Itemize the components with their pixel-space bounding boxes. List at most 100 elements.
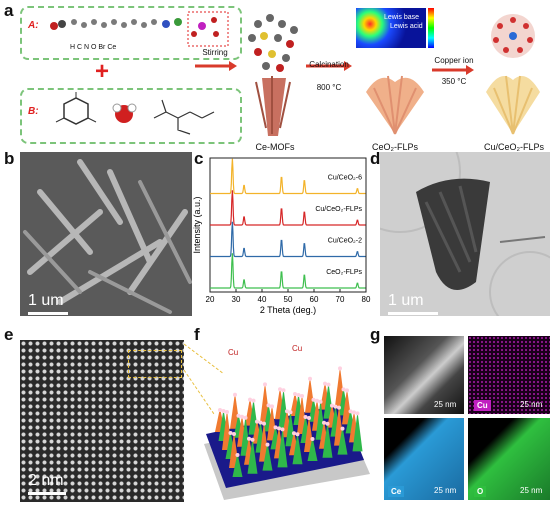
step-copper-line2: 350 °C <box>441 77 467 86</box>
intensity-spike-tip <box>323 381 327 386</box>
o-map-label: O <box>474 486 487 497</box>
step-copper: Copper ion 350 °C <box>426 56 482 86</box>
intensity-spike-tip <box>280 427 285 432</box>
scale-label-d: 1 um <box>388 292 424 309</box>
reagent-box-a <box>20 6 242 60</box>
step-calcination: Calcination 800 °C <box>300 60 358 92</box>
scale-bar-b <box>28 312 68 315</box>
intensity-spike-tip <box>285 409 289 414</box>
intensity-spike-tip <box>315 398 319 403</box>
intensity-spike-tip <box>345 388 349 393</box>
intensity-spike-tip <box>340 426 345 431</box>
intensity-spike-tip <box>243 415 248 420</box>
reagent-a-label: A: <box>28 20 39 31</box>
ce-mof-structure-icon <box>248 14 298 136</box>
intensity-spike-tip <box>296 393 301 397</box>
scale-label-g4: 25 nm <box>520 486 543 495</box>
intensity-spike-tip <box>266 403 271 408</box>
series-label: Cu/CeO₂-2 <box>328 237 362 244</box>
product-cu-ceo2-flps: Cu/CeO₂-FLPs <box>483 142 544 152</box>
intensity-spike-tip <box>265 442 270 447</box>
lewis-acid-label: Lewis acid <box>390 23 423 30</box>
intensity-spike-tip <box>307 416 311 420</box>
intensity-spike-tip <box>337 405 341 410</box>
intensity-spike-tip <box>218 408 222 412</box>
cu-label-2: Cu <box>292 344 303 353</box>
cu-map-label: Cu <box>474 400 491 411</box>
series-label: Cu/CeO₂-FLPs <box>315 206 362 213</box>
cu-ceo2-structure-icon <box>486 14 540 135</box>
scale-bar-d <box>388 312 438 315</box>
panel-label-e: e <box>4 325 14 344</box>
x-axis-label: 2 Theta (deg.) <box>260 305 316 315</box>
panel-label-d: d <box>370 149 381 168</box>
y-axis-label: Intensity (a.u.) <box>192 196 202 253</box>
arrow-copper-icon <box>432 65 474 75</box>
intensity-spike-tip <box>247 436 251 441</box>
haadf-stem-image <box>20 340 184 502</box>
xrd-series-line <box>210 253 366 289</box>
intensity-spike-tip <box>262 421 266 426</box>
intensity-spike-tip <box>308 376 312 381</box>
intensity-spike-tip <box>292 431 296 436</box>
panel-label-a: a <box>4 1 14 20</box>
reagent-b-label: B: <box>28 106 39 117</box>
intensity-spike-tip <box>255 419 259 424</box>
x-tick-label: 80 <box>362 295 371 304</box>
haadf-map <box>384 336 464 414</box>
x-tick-label: 40 <box>258 295 267 304</box>
reagent-box-b <box>20 88 242 144</box>
scale-label-b: 1 um <box>28 292 64 309</box>
intensity-spike <box>307 437 318 461</box>
x-tick-label: 70 <box>336 295 345 304</box>
intensity-spike <box>247 437 258 474</box>
panel-label-c: c <box>194 149 204 168</box>
scale-label-g1: 25 nm <box>434 400 457 409</box>
xrd-series-line <box>210 221 366 258</box>
ceo2-flower-icon <box>366 75 424 135</box>
intensity-spike-tip <box>322 420 326 425</box>
intensity-spike-tip <box>348 409 353 414</box>
tem-image <box>380 152 550 316</box>
series-label: Cu/CeO₂-6 <box>328 174 362 181</box>
panel-label-b: b <box>4 149 15 168</box>
intensity-spike-tip <box>311 397 316 402</box>
x-tick-label: 60 <box>310 295 319 304</box>
scale-label-g3: 25 nm <box>434 486 457 495</box>
atom-legend: H C N O Br Ce <box>70 44 117 51</box>
intensity-spike-tip <box>310 437 315 441</box>
intensity-spike-tip <box>250 437 255 442</box>
step-stirring: Stirring <box>202 48 228 57</box>
intensity-spike-tip <box>352 410 356 415</box>
intensity-spike <box>352 411 363 452</box>
intensity-spike-tip <box>248 397 252 402</box>
intensity-spike-tip <box>325 421 330 426</box>
product-ceo2-flps: CeO₂-FLPs <box>371 142 418 152</box>
scale-label-g2: 25 nm <box>520 400 543 409</box>
intensity-spike-tip <box>278 387 282 392</box>
x-tick-label: 50 <box>284 295 293 304</box>
intensity-spike-tip <box>221 409 226 413</box>
sem-image <box>20 152 192 316</box>
intensity-spike-tip <box>300 394 304 398</box>
product-ce-mofs: Ce-MOFs <box>255 142 295 152</box>
intensity-spike-tip <box>318 399 323 404</box>
intensity-spike <box>322 421 333 458</box>
intensity-spike-tip <box>263 382 267 387</box>
intensity-spike-tip <box>270 404 274 409</box>
intensity-spike <box>262 442 273 471</box>
step-calcination-line1: Calcination <box>309 60 349 69</box>
intensity-spike-tip <box>225 410 229 414</box>
intensity-spike-tip <box>258 420 263 425</box>
intensity-spike-tip <box>355 411 360 416</box>
x-tick-label: 20 <box>206 295 215 304</box>
series-label: CeO₂-FLPs <box>326 269 362 276</box>
heatmap-colorbar <box>428 8 434 48</box>
xrd-series-line <box>210 158 366 195</box>
intensity-spike <box>292 432 303 465</box>
intensity-spike <box>337 426 348 455</box>
intensity-spike-tip <box>273 425 278 430</box>
intensity-spike <box>277 427 288 468</box>
intensity-spike-tip <box>240 414 244 419</box>
scale-label-e: 2 nm <box>28 472 64 489</box>
